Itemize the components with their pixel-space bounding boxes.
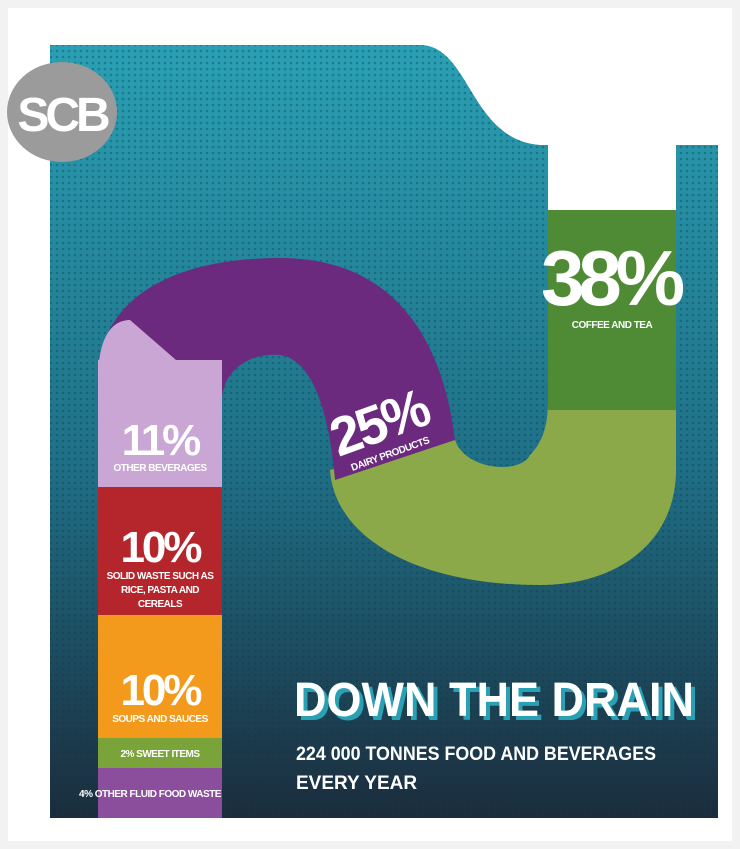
pipe-purple [98, 258, 455, 480]
segment-sweet [98, 738, 222, 768]
segment-label: OTHER BEVERAGES [113, 463, 207, 474]
logo-badge [7, 62, 117, 162]
segment-solid-waste [98, 487, 222, 615]
percent: 38% [541, 234, 684, 322]
subtitle: 224 000 TONNES FOOD AND BEVERAGES [296, 744, 656, 765]
percent: 10% [120, 666, 201, 715]
segment-label: SOUPS AND SAUCES [112, 714, 208, 725]
segment-label: RICE, PASTA AND [121, 585, 199, 596]
pipe-green-upper [548, 210, 676, 410]
segment-other-fluid [98, 768, 222, 818]
percent: 10% [120, 523, 201, 572]
segment-label: SOLID WASTE SUCH AS [107, 571, 215, 582]
segment-soups [98, 615, 222, 738]
percent: 11% [122, 416, 201, 465]
segment-label: COFFEE AND TEA [572, 320, 653, 331]
segment-label: CEREALS [138, 599, 183, 610]
segment-label: 2% SWEET ITEMS [120, 749, 200, 760]
subtitle: EVERY YEAR [296, 773, 417, 794]
segment-other-beverages [98, 360, 222, 487]
segment-label: 4% OTHER FLUID FOOD WASTE [79, 789, 222, 800]
title: DOWN THE DRAIN [294, 674, 694, 727]
title-shadow: DOWN THE DRAIN [298, 678, 698, 731]
pipe-opening [548, 145, 676, 210]
logo: SCB [17, 89, 109, 142]
